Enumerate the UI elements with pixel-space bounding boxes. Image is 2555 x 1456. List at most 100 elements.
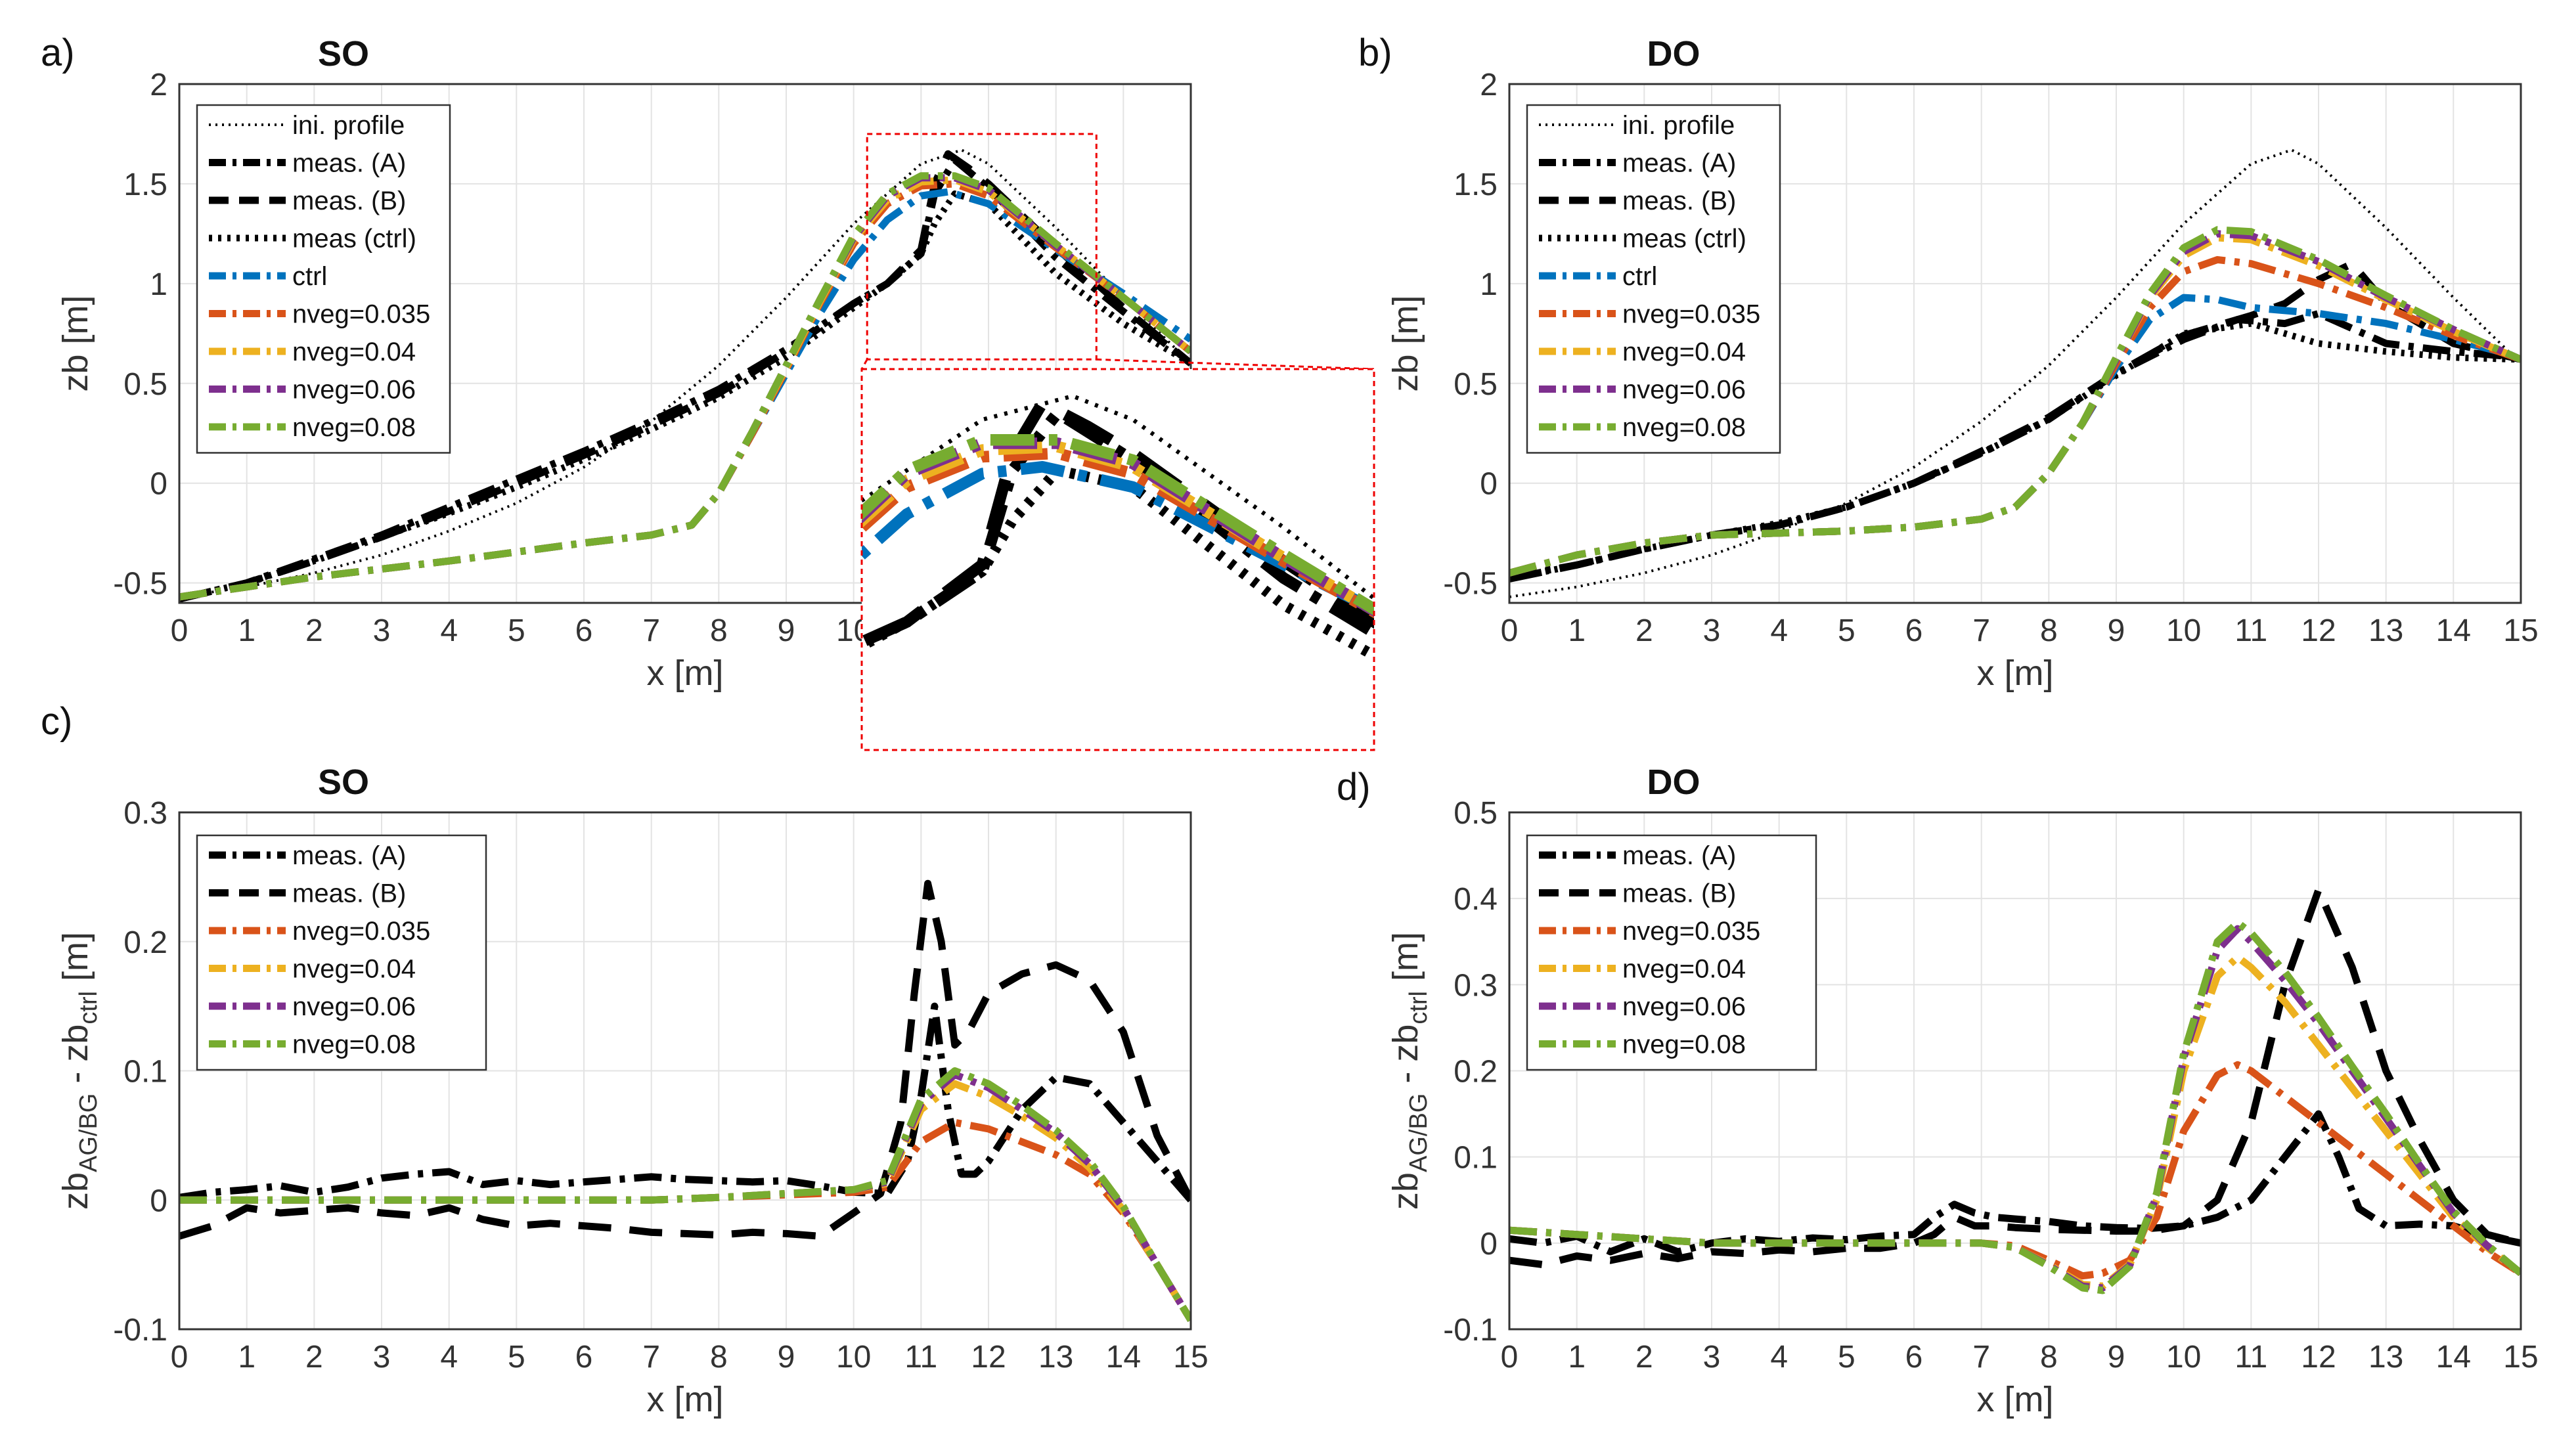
y-tick-label: -0.5 — [1443, 567, 1498, 602]
y-tick-label: -0.1 — [113, 1313, 167, 1348]
x-tick-label: 3 — [373, 613, 391, 648]
legend-label: nveg=0.08 — [292, 1030, 416, 1059]
x-tick-label: 8 — [710, 1340, 728, 1375]
y-tick-label: 1.5 — [1454, 167, 1498, 202]
panel-label: c) — [41, 700, 72, 743]
legend-label: nveg=0.035 — [1622, 300, 1760, 329]
legend-label: nveg=0.04 — [292, 955, 416, 984]
x-tick-label: 4 — [440, 1340, 458, 1375]
y-tick-label: 0 — [150, 1183, 167, 1218]
x-axis-label: x [m] — [1977, 653, 2054, 693]
legend-box — [1526, 104, 1781, 454]
series-line-meas-b- — [179, 879, 1191, 1240]
panel-label: d) — [1337, 766, 1371, 808]
legend-label: meas (ctrl) — [292, 225, 416, 254]
x-tick-label: 12 — [971, 1340, 1006, 1375]
x-tick-label: 10 — [836, 1340, 871, 1375]
x-tick-label: 1 — [1568, 613, 1586, 648]
legend-box — [1526, 834, 1817, 1071]
y-tick-label: 2 — [1480, 68, 1498, 102]
legend-label: meas. (B) — [292, 187, 406, 215]
x-tick-label: 5 — [1838, 1340, 1855, 1375]
x-tick-label: 5 — [508, 613, 525, 648]
y-tick-label: 0.5 — [1454, 796, 1498, 831]
panel-label: a) — [41, 32, 75, 74]
zoom-region — [866, 133, 1098, 361]
y-tick-label: 0.5 — [1454, 367, 1498, 402]
y-tick-label: 0 — [150, 467, 167, 502]
x-tick-label: 3 — [1703, 1340, 1721, 1375]
inset-line-nveg-0-08 — [862, 434, 1374, 616]
x-tick-label: 4 — [1770, 613, 1788, 648]
series-line-meas-a- — [1509, 1110, 2521, 1256]
x-tick-label: 7 — [1972, 1340, 1990, 1375]
axes-box — [178, 83, 1192, 604]
x-tick-label: 2 — [1635, 1340, 1653, 1375]
y-tick-label: 0.2 — [1454, 1055, 1498, 1090]
legend-label: nveg=0.06 — [1622, 992, 1746, 1021]
x-tick-label: 8 — [2040, 1340, 2058, 1375]
legend: ini. profile meas. (A) meas. (B) meas (ctrl… — [1526, 104, 1781, 454]
legend-label: nveg=0.04 — [1622, 955, 1746, 984]
x-axis-label: x [m] — [647, 653, 724, 693]
x-tick-label: 14 — [1106, 1340, 1141, 1375]
legend-label: ctrl — [1622, 262, 1657, 291]
chart-title: SO — [318, 762, 369, 802]
panel-d: 0 1 2 3 4 5 6 7 8 9 10 11 12 13 14 15-0.100.10.20.30.40… — [1337, 762, 2539, 1419]
legend-label: nveg=0.035 — [292, 300, 430, 329]
x-tick-label: 9 — [778, 613, 795, 648]
legend: ini. profile meas. (A) meas. (B) meas (ctrl… — [196, 104, 451, 454]
zoom-connector — [860, 359, 868, 370]
legend-label: nveg=0.08 — [1622, 413, 1746, 442]
y-tick-label: 0.1 — [1454, 1141, 1498, 1176]
x-tick-label: 3 — [373, 1340, 391, 1375]
x-tick-label: 3 — [1703, 613, 1721, 648]
legend-label: meas. (A) — [1622, 841, 1736, 870]
legend-label: nveg=0.06 — [292, 376, 416, 405]
x-tick-label: 11 — [2234, 1340, 2267, 1375]
legend: meas. (A) meas. (B) nveg=0.035 nveg=0.04 nve… — [196, 834, 487, 1071]
x-tick-label: 2 — [305, 1340, 323, 1375]
axes-box — [1508, 83, 2522, 604]
y-axis-label: zb [m] — [1386, 295, 1425, 391]
x-tick-label: 15 — [2503, 613, 2538, 648]
series-group — [179, 148, 1191, 603]
legend-label: nveg=0.08 — [1622, 1030, 1746, 1059]
y-tick-label: -0.5 — [113, 567, 167, 602]
legend-label: nveg=0.04 — [292, 338, 416, 366]
chart-title: DO — [1647, 762, 1700, 802]
x-axis-label: x [m] — [1977, 1380, 2054, 1419]
legend-label: nveg=0.035 — [292, 917, 430, 946]
x-tick-label: 8 — [2040, 613, 2058, 648]
x-tick-label: 0 — [1501, 1340, 1519, 1375]
legend-label: nveg=0.08 — [292, 413, 416, 442]
x-tick-label: 1 — [238, 613, 256, 648]
legend-label: meas. (B) — [292, 879, 406, 908]
series-group — [179, 879, 1191, 1323]
y-tick-label: 0.2 — [123, 925, 167, 960]
y-tick-label: 0 — [1480, 1227, 1498, 1262]
legend-label: meas. (A) — [292, 149, 406, 178]
legend-box — [196, 104, 451, 454]
legend-label: ini. profile — [1622, 111, 1735, 140]
x-tick-label: 15 — [2503, 1340, 2538, 1375]
x-tick-label: 12 — [2301, 1340, 2336, 1375]
x-tick-label: 13 — [2368, 1340, 2403, 1375]
y-tick-label: 0.1 — [123, 1055, 167, 1090]
legend-box — [196, 834, 487, 1071]
x-tick-label: 14 — [2436, 613, 2471, 648]
y-tick-label: 0.5 — [123, 367, 167, 402]
x-tick-label: 1 — [238, 1340, 256, 1375]
legend: meas. (A) meas. (B) nveg=0.035 nveg=0.04 nve… — [1526, 834, 1817, 1071]
x-tick-label: 4 — [440, 613, 458, 648]
y-tick-label: 0.3 — [123, 796, 167, 831]
inset-line-ctrl — [862, 461, 1374, 616]
x-tick-label: 9 — [778, 1340, 795, 1375]
x-tick-label: 9 — [2108, 1340, 2125, 1375]
x-tick-label: 2 — [1635, 613, 1653, 648]
x-tick-label: 14 — [2436, 1340, 2471, 1375]
legend-label: meas (ctrl) — [1622, 225, 1746, 254]
x-tick-label: 6 — [575, 613, 593, 648]
x-tick-label: 8 — [710, 613, 728, 648]
